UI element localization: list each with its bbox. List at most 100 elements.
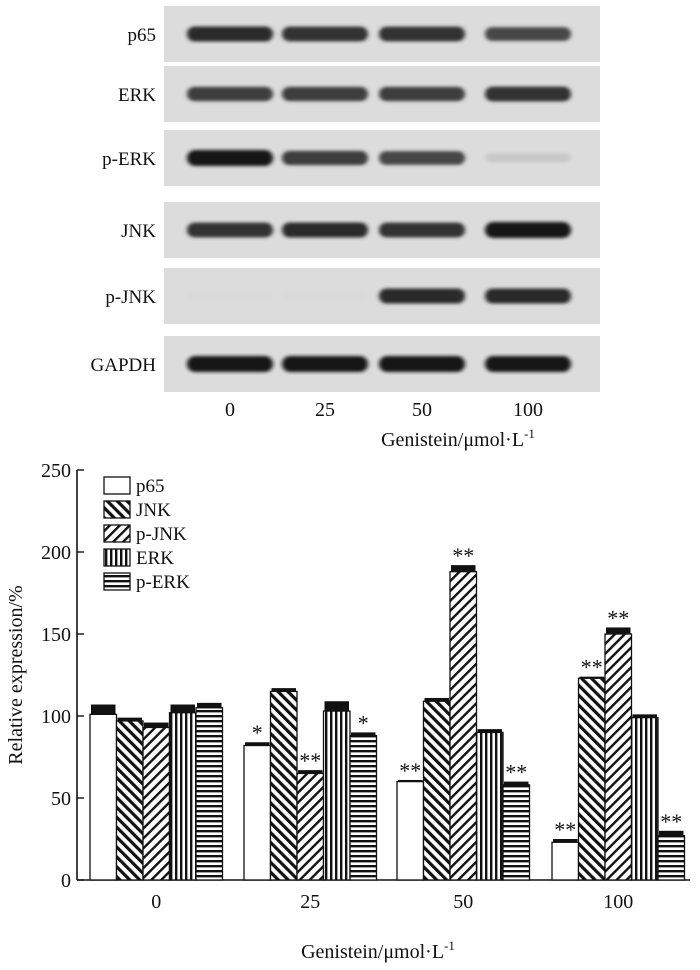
blot-band: [282, 26, 368, 42]
blot-row-erk: ERK: [118, 66, 600, 122]
blot-lane-label: 25: [315, 399, 335, 421]
legend-item-jnk: JNK: [103, 500, 171, 521]
bar: [657, 835, 686, 881]
y-tick-label: 250: [41, 460, 71, 482]
bar: [243, 744, 272, 881]
bar: [551, 841, 580, 881]
error-bar: [504, 781, 529, 785]
bar: [475, 731, 504, 881]
error-bar: [271, 688, 296, 692]
x-tick-label: 50: [453, 891, 473, 913]
legend: p65 JNK p-JNK ERK p-ERK: [103, 476, 190, 593]
series-erk: [168, 701, 659, 881]
blot-band: [379, 151, 465, 165]
error-bar: [632, 714, 657, 718]
error-bar: [351, 732, 376, 736]
blot-band: [485, 222, 571, 238]
blot-band: [379, 222, 465, 238]
blot-band: [282, 356, 368, 372]
bar: [142, 726, 171, 881]
blot-band: [187, 356, 273, 372]
x-tick-label: 100: [603, 891, 633, 913]
legend-swatch: [103, 500, 131, 519]
bar: [115, 720, 144, 881]
legend-item-p-erk: p-ERK: [103, 572, 190, 593]
bar: [422, 700, 451, 881]
blot-row-label: p65: [128, 25, 157, 46]
bar: [577, 677, 606, 881]
blot-band: [282, 86, 368, 102]
significance-mark: *: [252, 720, 263, 745]
bar: [604, 633, 633, 881]
blot-band: [379, 86, 465, 102]
error-bar: [398, 779, 423, 782]
bar: [296, 772, 325, 881]
significance-mark: **: [452, 543, 474, 568]
blot-row-label: p-JNK: [105, 287, 156, 308]
blot-x-axis-label: Genistein/μmol·L-1: [381, 426, 535, 451]
blot-band: [187, 86, 273, 102]
blot-lane-labels: 0 25 50 100: [225, 399, 543, 421]
y-tick-label: 0: [61, 870, 71, 892]
y-axis: 0 50 100 150 200 250: [41, 460, 84, 892]
error-bar: [324, 701, 349, 712]
legend-swatch: [103, 524, 131, 543]
significance-mark: **: [299, 748, 321, 773]
bar: [322, 710, 351, 881]
series-p-jnk: ******: [142, 543, 633, 881]
bar: [396, 780, 425, 881]
series-p-erk: *****: [195, 702, 686, 881]
error-bar: [606, 627, 631, 634]
legend-label: ERK: [136, 548, 174, 569]
blot-band: [282, 150, 368, 166]
legend-label: p-ERK: [136, 572, 190, 593]
blot-band: [379, 288, 465, 304]
bar: [502, 784, 531, 881]
significance-mark: **: [505, 760, 527, 785]
bar: [195, 707, 224, 881]
blot-row-label: GAPDH: [91, 355, 157, 376]
significance-mark: **: [607, 605, 629, 630]
error-bar: [579, 676, 604, 679]
legend-label: JNK: [136, 500, 171, 521]
x-tick-label: 25: [300, 891, 320, 913]
blot-band: [485, 356, 571, 372]
bar: [449, 571, 478, 881]
significance-mark: **: [399, 758, 421, 783]
legend-label: p-JNK: [136, 524, 187, 545]
significance-mark: **: [554, 817, 576, 842]
bar-series: ******************: [89, 543, 686, 881]
blot-band: [282, 292, 368, 300]
blot-row-p65: p65: [128, 6, 600, 62]
blot-band: [282, 222, 368, 238]
blot-row-p-jnk: p-JNK: [105, 268, 600, 324]
blot-row-label: p-ERK: [102, 149, 156, 170]
blot-row-p-erk: p-ERK: [102, 130, 600, 186]
blot-band: [379, 26, 465, 42]
blot-band: [187, 222, 273, 238]
blot-lane-label: 50: [412, 399, 432, 421]
legend-swatch: [103, 572, 131, 591]
significance-mark: *: [358, 710, 369, 735]
blot-band: [379, 356, 465, 372]
blot-row-label: JNK: [121, 221, 156, 242]
blot-rows: p65 ERK p-ERK JNK p-JNK GAPDH: [91, 6, 600, 392]
error-bar: [424, 697, 449, 702]
error-bar: [659, 830, 684, 836]
error-bar: [298, 770, 323, 774]
y-axis-title: Relative expression/%: [5, 585, 27, 764]
series-jnk: **: [115, 655, 606, 881]
error-bar: [553, 839, 578, 843]
x-tick-label: 0: [151, 891, 161, 913]
blot-lane-label: 100: [513, 399, 543, 421]
blot-band: [187, 26, 273, 42]
blot-band: [485, 153, 571, 163]
blot-row-jnk: JNK: [121, 202, 600, 258]
error-bar: [197, 702, 222, 708]
significance-mark: **: [581, 655, 603, 680]
blot-band: [485, 27, 571, 41]
legend-item-p65: p65: [103, 476, 165, 497]
y-tick-label: 150: [41, 624, 71, 646]
